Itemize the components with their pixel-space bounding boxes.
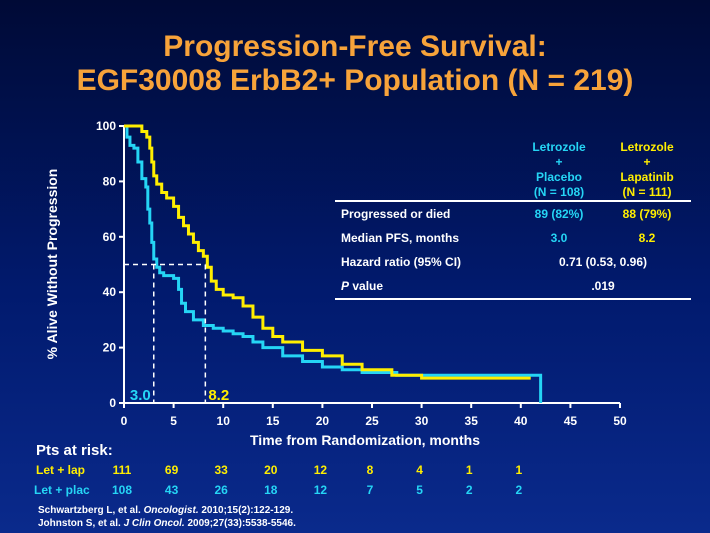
stats-row-hazard-ratio: Hazard ratio (95% CI) 0.71 (0.53, 0.96) bbox=[335, 250, 691, 274]
header-placebo-line2: + bbox=[555, 155, 563, 169]
ref1-journal: Oncologist. bbox=[143, 505, 199, 516]
risk-count-lapatinib: 20 bbox=[264, 463, 278, 477]
stats-value-placebo: 89 (82%) bbox=[534, 207, 584, 221]
risk-count-lapatinib: 1 bbox=[465, 463, 473, 477]
y-tick-label: 80 bbox=[103, 174, 117, 188]
x-tick-label: 40 bbox=[514, 414, 528, 428]
risk-count-lapatinib: 8 bbox=[366, 463, 374, 477]
y-tick-label: 100 bbox=[96, 119, 116, 133]
reference-1: Schwartzberg L, et al. Oncologist. 2010;… bbox=[38, 504, 296, 517]
risk-count-placebo: 108 bbox=[111, 483, 133, 497]
stats-label: Progressed or died bbox=[341, 207, 451, 221]
x-tick-label: 25 bbox=[365, 414, 379, 428]
stats-row-p-value: P value .019 bbox=[335, 274, 691, 300]
km-curve-lapatinib bbox=[124, 124, 531, 380]
y-tick-label: 60 bbox=[103, 230, 117, 244]
ref1-authors: Schwartzberg L, et al. bbox=[38, 505, 144, 516]
risk-count-placebo: 43 bbox=[164, 483, 179, 497]
stats-header-blank bbox=[335, 130, 515, 202]
km-curve-placebo bbox=[124, 124, 543, 403]
stats-label: Median PFS, months bbox=[341, 231, 460, 245]
x-tick-label: 20 bbox=[316, 414, 330, 428]
references: Schwartzberg L, et al. Oncologist. 2010;… bbox=[38, 504, 296, 530]
ref2-citation: 2009;27(33):5538-5546. bbox=[184, 518, 296, 529]
risk-title: Pts at risk: bbox=[36, 442, 113, 459]
header-placebo-line4: (N = 108) bbox=[533, 185, 585, 199]
stats-label: Hazard ratio (95% CI) bbox=[341, 255, 462, 269]
title-line-2: EGF30008 ErbB2+ Population (N = 219) bbox=[76, 64, 634, 97]
risk-count-placebo: 2 bbox=[465, 483, 473, 497]
header-lapatinib-line3: Lapatinib bbox=[620, 170, 674, 184]
ref2-journal: J Clin Oncol. bbox=[123, 518, 185, 529]
header-lapatinib-line1: Letrozole bbox=[620, 140, 674, 154]
stats-header-row: Letrozole + Placebo (N = 108) Letrozole … bbox=[335, 130, 691, 202]
risk-count-placebo: 5 bbox=[416, 483, 423, 497]
header-lapatinib-line2: + bbox=[643, 155, 651, 169]
stats-value-placebo: 3.0 bbox=[550, 231, 568, 245]
y-tick-label: 40 bbox=[103, 285, 117, 299]
x-tick-label: 30 bbox=[415, 414, 429, 428]
risk-count-placebo: 26 bbox=[214, 483, 228, 497]
risk-count-lapatinib: 111 bbox=[112, 463, 132, 477]
ref2-authors: Johnston S, et al. bbox=[38, 518, 124, 529]
x-tick-label: 5 bbox=[170, 414, 177, 428]
risk-row-placebo: Let + plac 108 43 26 18 12 7 5 2 2 bbox=[0, 483, 710, 501]
ref1-citation: 2010;15(2):122-129. bbox=[198, 505, 294, 516]
stats-row-median-pfs: Median PFS, months 3.0 8.2 bbox=[335, 226, 691, 250]
title-line-1: Progression-Free Survival: bbox=[163, 30, 547, 63]
risk-count-placebo: 18 bbox=[264, 483, 278, 497]
median-label-placebo: 3.0 bbox=[130, 387, 151, 404]
p-italic: P bbox=[341, 279, 350, 293]
stats-value-merged: 0.71 (0.53, 0.96) bbox=[558, 255, 648, 269]
risk-count-lapatinib: 1 bbox=[515, 463, 523, 477]
header-placebo-line3: Placebo bbox=[535, 170, 583, 184]
x-tick-label: 0 bbox=[121, 414, 128, 428]
stats-header-lapatinib: Letrozole + Lapatinib (N = 111) bbox=[603, 130, 691, 202]
median-label-lapatinib: 8.2 bbox=[208, 387, 229, 404]
risk-count-lapatinib: 12 bbox=[313, 463, 328, 477]
stats-value-merged: .019 bbox=[515, 274, 691, 300]
header-placebo-line1: Letrozole bbox=[532, 140, 586, 154]
x-tick-label: 45 bbox=[564, 414, 578, 428]
risk-label-placebo: Let + plac bbox=[34, 483, 90, 497]
risk-row-lapatinib: Let + lap 111 69 33 20 12 8 4 1 1 bbox=[0, 463, 710, 481]
y-tick-label: 0 bbox=[109, 396, 116, 410]
y-tick-label: 20 bbox=[103, 341, 117, 355]
x-tick-label: 10 bbox=[217, 414, 231, 428]
stats-header-placebo: Letrozole + Placebo (N = 108) bbox=[515, 130, 603, 202]
x-tick-label: 35 bbox=[465, 414, 479, 428]
stats-table: Letrozole + Placebo (N = 108) Letrozole … bbox=[335, 130, 691, 300]
risk-count-lapatinib: 69 bbox=[164, 463, 179, 477]
stats-value-lapatinib: 8.2 bbox=[638, 231, 656, 245]
stats-value-lapatinib: 88 (79%) bbox=[622, 207, 672, 221]
header-lapatinib-line4: (N = 111) bbox=[622, 185, 672, 199]
risk-count-placebo: 12 bbox=[313, 483, 328, 497]
risk-count-lapatinib: 4 bbox=[416, 463, 423, 477]
stats-label: P value bbox=[335, 274, 515, 300]
p-rest: value bbox=[349, 279, 384, 293]
risk-count-placebo: 7 bbox=[366, 483, 374, 497]
x-axis-label: Time from Randomization, months bbox=[250, 432, 480, 448]
reference-2: Johnston S, et al. J Clin Oncol. 2009;27… bbox=[38, 517, 296, 530]
slide-title: Progression-Free Survival: EGF30008 ErbB… bbox=[0, 30, 710, 98]
x-tick-label: 15 bbox=[266, 414, 280, 428]
x-tick-label: 50 bbox=[613, 414, 627, 428]
risk-count-lapatinib: 33 bbox=[214, 463, 228, 477]
risk-count-placebo: 2 bbox=[515, 483, 523, 497]
risk-label-lapatinib: Let + lap bbox=[36, 463, 86, 477]
stats-row-progressed: Progressed or died 89 (82%) 88 (79%) bbox=[335, 201, 691, 226]
